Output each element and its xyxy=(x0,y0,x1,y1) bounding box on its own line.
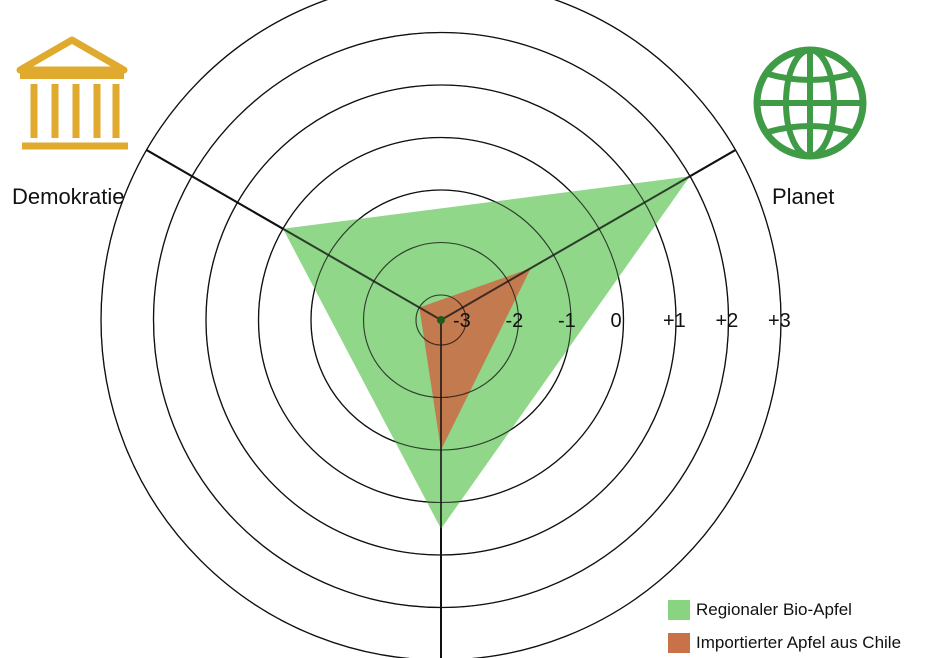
axis-label-planet: Planet xyxy=(772,184,835,209)
ring-tick-label: -3 xyxy=(453,310,471,332)
globe-icon xyxy=(753,46,867,160)
axis-label-demokratie: Demokratie xyxy=(12,184,125,209)
legend-label-import: Importierter Apfel aus Chile xyxy=(696,633,902,652)
radar-grid-overlay xyxy=(100,0,782,658)
ring-overlay xyxy=(100,0,782,658)
building-icon xyxy=(16,36,128,150)
series-area-import xyxy=(419,268,531,450)
ring-tick-label: +2 xyxy=(716,310,739,332)
ring-tick-label: +3 xyxy=(768,310,791,332)
ring-tick-label: +1 xyxy=(663,310,686,332)
center-dot xyxy=(437,316,445,324)
ring-tick-label: -2 xyxy=(506,310,524,332)
ring-tick-labels: -3 -2 -1 0 +1 +2 +3 xyxy=(453,310,791,332)
radar-series xyxy=(100,0,782,658)
legend-swatch-regional xyxy=(668,600,690,620)
legend-label-regional: Regionaler Bio-Apfel xyxy=(696,600,852,619)
legend-swatch-import xyxy=(668,633,690,653)
spoke-overlay xyxy=(146,149,442,321)
spoke-overlay xyxy=(440,149,736,321)
ring-tick-label: -1 xyxy=(558,310,576,332)
ring-tick-label: 0 xyxy=(611,310,622,332)
